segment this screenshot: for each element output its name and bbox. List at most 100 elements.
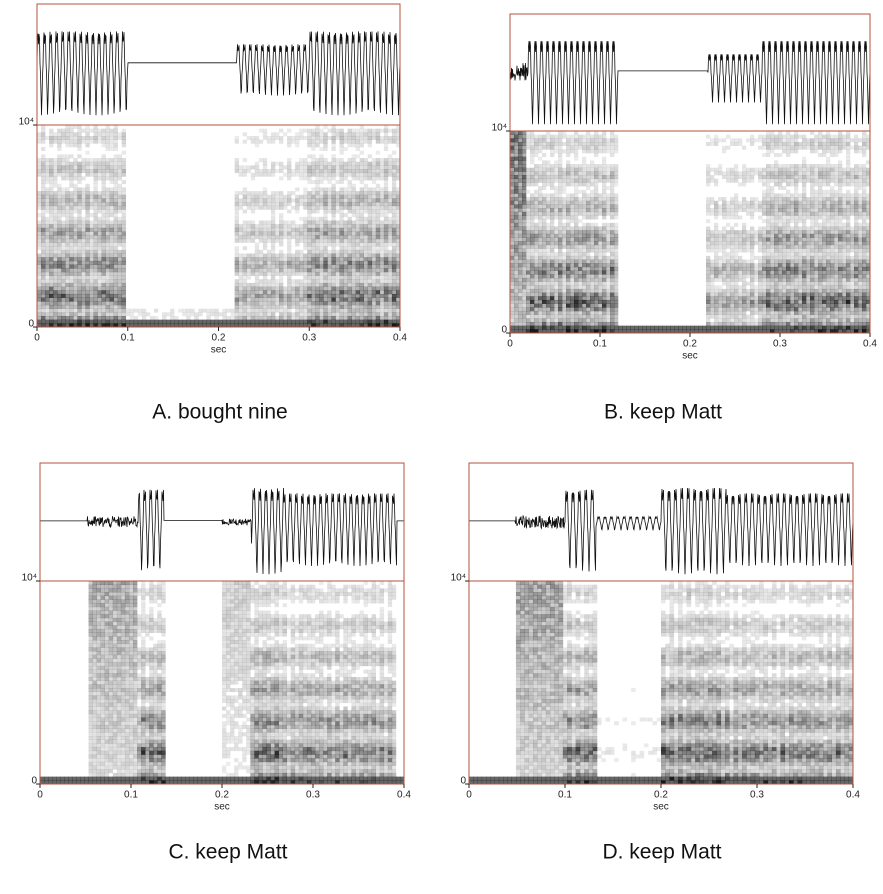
spectro-cell: [578, 321, 583, 326]
spectro-cell: [81, 238, 86, 243]
spectro-cell: [510, 167, 515, 172]
spectro-cell: [113, 282, 118, 287]
spectro-cell: [383, 224, 389, 229]
spectro-cell: [602, 222, 607, 227]
spectro-cell: [610, 237, 615, 242]
spectro-cell: [57, 264, 62, 269]
spectro-cell: [738, 303, 743, 308]
spectro-cell: [57, 286, 62, 291]
spectro-cell: [331, 249, 336, 254]
spectro-cell: [682, 329, 687, 334]
spectro-cell: [242, 290, 248, 295]
spectro-cell: [546, 288, 551, 293]
spectro-cell: [586, 325, 591, 330]
spectro-cell: [734, 288, 739, 293]
spectro-cell: [510, 149, 515, 154]
spectro-cell: [49, 257, 54, 262]
spectro-cell: [295, 257, 300, 262]
spectro-cell: [101, 290, 106, 295]
spectro-cell: [49, 183, 54, 188]
spectro-cell: [395, 304, 401, 309]
spectro-cell: [742, 310, 747, 315]
spectro-cell: [562, 274, 567, 279]
spectro-cell: [299, 315, 304, 320]
spectro-cell: [550, 259, 555, 264]
spectro-cell: [538, 321, 543, 326]
spectro-cell: [742, 274, 747, 279]
spectro-cell: [270, 249, 276, 254]
spectro-cell: [371, 312, 377, 317]
spectro-cell: [343, 242, 348, 247]
spectro-cell: [706, 321, 711, 326]
spectro-cell: [85, 183, 90, 188]
spectro-cell: [113, 125, 118, 129]
spectro-cell: [734, 307, 739, 312]
spectro-cell: [510, 281, 515, 286]
spectro-cell: [238, 169, 243, 174]
spectro-cell: [614, 303, 619, 308]
spectro-cell: [594, 299, 599, 304]
spectro-cell: [766, 325, 771, 330]
spectro-cell: [270, 264, 276, 269]
spectro-cell: [391, 282, 397, 287]
spectro-cell: [518, 153, 523, 158]
spectro-cell: [722, 270, 727, 275]
spectro-cell: [45, 257, 50, 262]
spectro-cell: [238, 308, 243, 313]
spectro-cell: [97, 279, 102, 284]
spectro-cell: [510, 142, 515, 146]
spectro-cell: [367, 202, 373, 207]
spectro-cell: [750, 248, 755, 253]
spectro-cell: [162, 312, 167, 317]
spectro-cell: [101, 194, 106, 199]
spectro-cell: [121, 169, 127, 174]
spectro-cell: [85, 165, 90, 170]
spectro-cell: [274, 315, 280, 320]
spectro-cell: [602, 299, 607, 304]
spectro-cell: [602, 134, 607, 139]
spectro-cell: [363, 227, 369, 232]
spectro-cell: [49, 158, 54, 163]
spectro-cell: [762, 145, 767, 150]
spectro-cell: [610, 281, 615, 286]
spectro-cell: [307, 293, 312, 298]
spectro-cell: [311, 194, 316, 199]
spectro-cell: [121, 323, 127, 328]
spectro-cell: [287, 304, 292, 309]
spectro-cell: [315, 290, 320, 295]
spectro-cell: [339, 150, 344, 155]
spectro-cell: [311, 136, 316, 140]
spectro-cell: [566, 178, 571, 183]
spectro-cell: [274, 286, 280, 291]
spectro-cell: [546, 222, 551, 227]
spectro-cell: [266, 260, 272, 265]
spectro-cell: [363, 271, 369, 276]
spectro-cell: [538, 310, 543, 315]
spectro-cell: [61, 242, 66, 247]
spectro-cell: [754, 171, 759, 176]
spectro-cell: [77, 301, 82, 306]
spectro-cell: [359, 260, 364, 265]
spectro-cell: [319, 253, 324, 258]
spectro-cell: [714, 182, 719, 187]
spectro-cell: [598, 266, 603, 271]
spectro-cell: [89, 312, 94, 317]
spectro-cell: [323, 301, 328, 306]
spectro-cell: [590, 307, 595, 312]
spectro-cell: [562, 167, 567, 172]
spectro-cell: [307, 308, 312, 313]
spectro-cell: [514, 142, 519, 146]
spectro-cell: [246, 253, 252, 258]
spectro-cell: [85, 304, 90, 309]
spectro-cell: [558, 215, 563, 220]
spectro-cell: [359, 227, 364, 232]
spectro-cell: [582, 164, 587, 169]
spectro-cell: [610, 325, 615, 330]
spectro-cell: [65, 246, 70, 251]
spectro-cell: [97, 161, 102, 166]
spectro-cell: [186, 308, 191, 313]
spectro-cell: [542, 197, 547, 202]
spectro-cell: [283, 257, 288, 262]
spectro-cell: [283, 260, 288, 265]
spectro-cell: [307, 315, 312, 320]
